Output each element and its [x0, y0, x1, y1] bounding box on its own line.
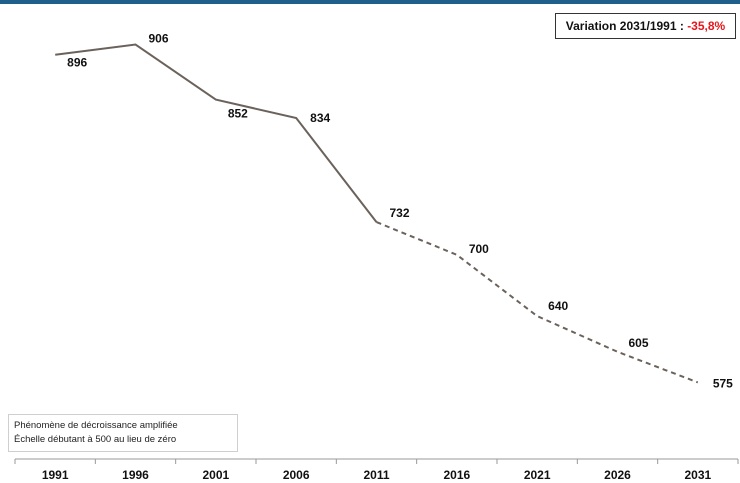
data-label: 896 [67, 56, 87, 70]
x-tick-label: 1991 [42, 468, 69, 482]
data-label: 640 [548, 299, 568, 313]
x-tick-label: 2021 [524, 468, 551, 482]
x-tick-label: 2026 [604, 468, 631, 482]
data-label: 834 [310, 111, 330, 125]
note-box: Phénomène de décroissance amplifiée Éche… [8, 414, 238, 452]
x-tick-label: 2031 [684, 468, 711, 482]
data-label: 605 [628, 336, 648, 350]
x-tick-label: 2001 [202, 468, 229, 482]
x-tick-label: 2011 [363, 468, 389, 482]
data-label: 575 [713, 376, 733, 390]
data-label: 732 [389, 206, 409, 220]
x-tick-label: 2006 [283, 468, 310, 482]
variation-box: Variation 2031/1991 : -35,8% [555, 13, 736, 39]
note-line-2: Échelle débutant à 500 au lieu de zéro [14, 434, 177, 445]
series-line-observed [55, 43, 378, 223]
header-bar [0, 0, 740, 4]
note-line-1: Phénomène de décroissance amplifiée [14, 420, 178, 431]
x-tick-label: 2016 [443, 468, 470, 482]
variation-label: Variation 2031/1991 : [565, 19, 684, 33]
data-label: 700 [469, 242, 489, 256]
variation-value: -35,8% [687, 19, 726, 33]
data-label: 852 [228, 107, 248, 121]
x-tick-label: 1996 [122, 468, 149, 482]
data-label: 906 [148, 32, 168, 46]
series-line-projected [376, 221, 699, 384]
